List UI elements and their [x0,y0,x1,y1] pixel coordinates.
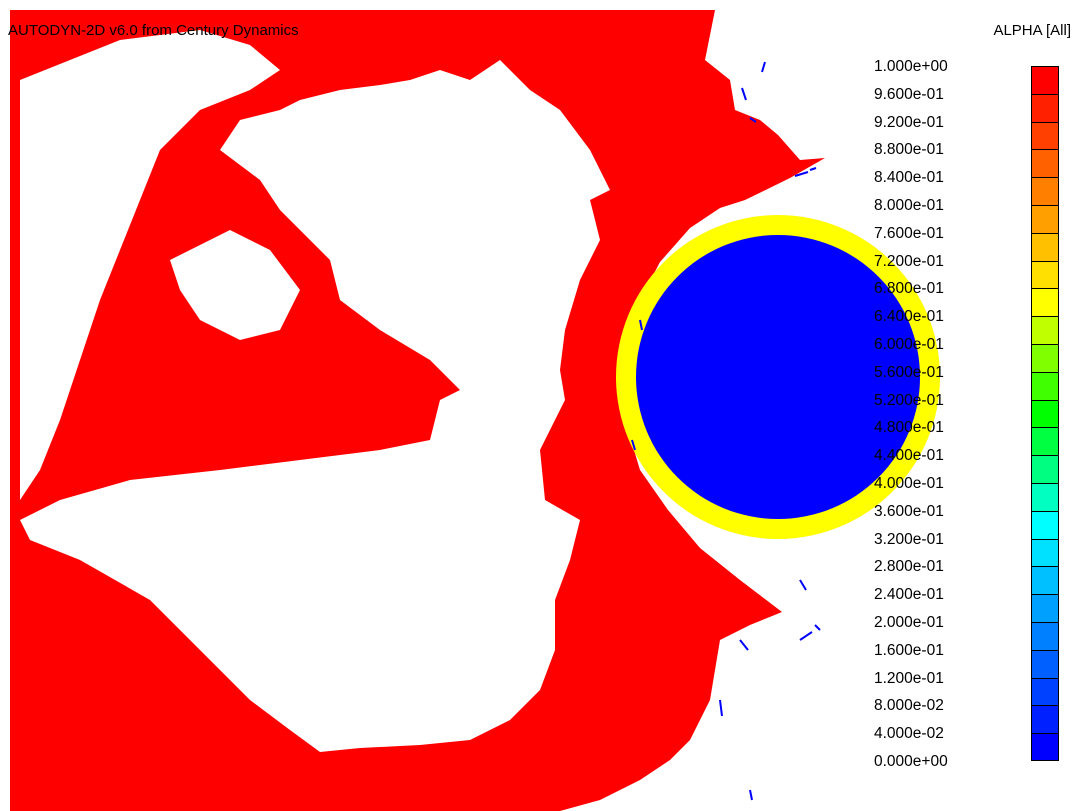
legend-label: 3.200e-01 [874,530,944,548]
color-band [1032,706,1058,735]
legend-label: 7.600e-01 [874,224,944,242]
legend-label: 4.000e-02 [874,725,944,743]
color-band [1032,150,1058,179]
color-band [1032,428,1058,457]
color-band [1032,539,1058,568]
color-band [1032,484,1058,512]
window-title: AUTODYN-2D v6.0 from Century Dynamics [8,22,299,39]
legend-label: 6.000e-01 [874,336,944,353]
color-band [1032,511,1058,540]
legend-label: 1.600e-01 [874,641,944,659]
legend-label: 8.800e-01 [874,141,944,159]
color-band [1032,94,1058,123]
legend-label: 5.200e-01 [874,391,944,409]
legend-label: 2.800e-01 [874,558,944,576]
legend-label: 4.000e-01 [874,475,944,492]
color-band [1032,734,1058,760]
void-fragment [400,150,470,230]
color-band [1032,456,1058,484]
legend-label: 4.400e-01 [874,447,944,465]
color-band [1032,67,1058,95]
projectile-core [636,235,920,519]
legend-label: 8.400e-01 [874,169,944,187]
color-band [1032,372,1058,401]
legend-label: 1.200e-01 [874,669,944,687]
color-band [1032,400,1058,429]
legend-label: 8.000e-02 [874,697,944,715]
legend-label: 7.200e-01 [874,252,944,270]
debris-particles [631,61,821,801]
color-band [1032,567,1058,596]
void-fragment [20,30,280,500]
legend-label: 9.200e-01 [874,113,944,131]
legend-label: 4.800e-01 [874,419,944,437]
color-band [1032,233,1058,262]
color-band [1032,261,1058,290]
legend-label: 2.000e-01 [874,614,944,631]
legend-label: 9.600e-01 [874,85,944,103]
legend-label: 2.400e-01 [874,586,944,604]
color-band [1032,178,1058,206]
color-band [1032,122,1058,151]
legend-label: 0.000e+00 [874,753,948,770]
legend-label: 6.400e-01 [874,308,944,326]
legend-labels: 1.000e+00 9.600e-01 9.200e-01 8.800e-01 8.40… [874,58,1004,778]
legend-label: 6.800e-01 [874,280,944,298]
color-band [1032,650,1058,679]
legend-label: 5.600e-01 [874,363,944,381]
color-band [1032,206,1058,234]
color-band [1032,678,1058,707]
color-band [1032,345,1058,373]
color-scale-bar [1031,66,1059,761]
legend-label: 3.600e-01 [874,502,944,520]
color-band [1032,595,1058,623]
color-band [1032,623,1058,651]
void-fragment [170,230,300,340]
color-band [1032,289,1058,318]
color-band [1032,317,1058,345]
legend-label: 1.000e+00 [874,58,948,75]
void-region [20,60,610,752]
legend-label: 8.000e-01 [874,197,944,214]
variable-label: ALPHA [All] [993,22,1071,39]
